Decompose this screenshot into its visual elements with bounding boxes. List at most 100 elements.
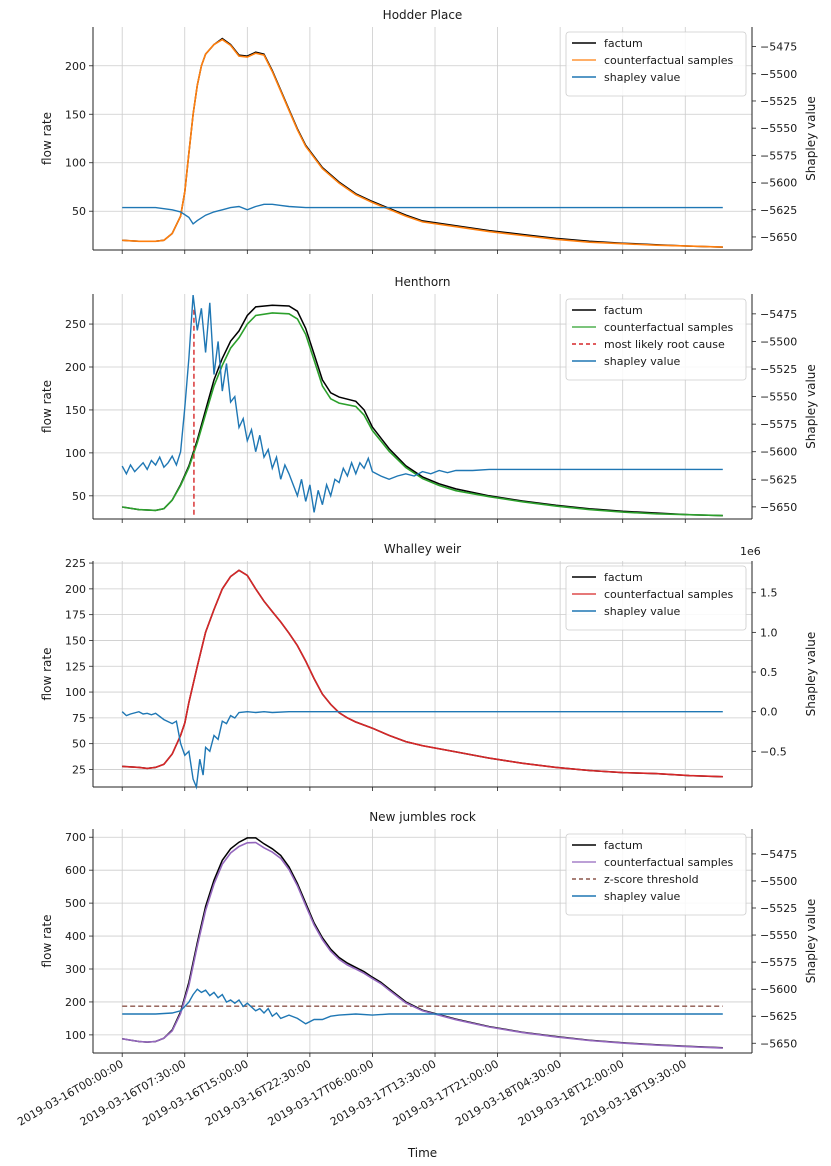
x-tick-label: 2019-03-18T12:00:00 (516, 1057, 626, 1128)
y2-tick-label: −5600 (760, 983, 797, 996)
y-axis-label: flow rate (40, 112, 54, 165)
legend-label: shapley value (604, 71, 681, 84)
x-tick-label: 2019-03-17T21:00:00 (391, 1057, 501, 1128)
y-tick-label: 300 (65, 963, 86, 976)
legend: factum counterfactual samples most likely … (565, 298, 747, 381)
chart-panel-4: New jumbles rock 100 200 300 400 500 600 700 flo… (40, 810, 818, 1057)
y-tick-label: 50 (72, 738, 86, 751)
counterfactual-series (122, 569, 723, 778)
legend-box (565, 565, 747, 631)
shapley-series (122, 203, 723, 225)
legend: factum counterfactual samples shapley valu… (565, 565, 747, 631)
x-tick-label: 2019-03-16T22:30:00 (203, 1057, 313, 1128)
y2-tick-label: −5600 (760, 446, 797, 459)
legend-label: factum (604, 571, 643, 584)
legend-label: z-score threshold (604, 873, 699, 886)
y2-tick-label: −5525 (760, 95, 797, 108)
legend-label: counterfactual samples (604, 321, 734, 334)
y2-tick-label: −5500 (760, 68, 797, 81)
legend-label: most likely root cause (604, 338, 725, 351)
x-tick-label: 2019-03-16T15:00:00 (140, 1057, 250, 1128)
y-tick-label: 200 (65, 996, 86, 1009)
y2-tick-label: −5625 (760, 204, 797, 217)
shapley-series (122, 988, 723, 1025)
chart-title: Whalley weir (384, 542, 461, 556)
legend: factum counterfactual samples shapley valu… (565, 31, 747, 97)
y2-tick-label: 0.5 (760, 666, 778, 679)
y-tick-label: 75 (72, 712, 86, 725)
y2-offset-label: 1e6 (740, 545, 761, 558)
y-tick-label: 100 (65, 1029, 86, 1042)
y-tick-label: 700 (65, 831, 86, 844)
x-tick-label: 2019-03-18T19:30:00 (578, 1057, 688, 1128)
x-axis-label: Time (407, 1146, 437, 1160)
y2-axis-label: Shapley value (804, 899, 818, 984)
legend-label: counterfactual samples (604, 54, 734, 67)
shapley-series (121, 710, 723, 790)
chart-title: Hodder Place (383, 8, 463, 22)
y-axis-label: flow rate (40, 648, 54, 701)
y-axis-label: flow rate (40, 380, 54, 433)
y-tick-label: 150 (65, 108, 86, 121)
x-tick-label: 2019-03-18T04:30:00 (453, 1057, 563, 1128)
y-tick-label: 200 (65, 60, 86, 73)
y2-tick-label: −5575 (760, 149, 797, 162)
y2-tick-label: −5475 (760, 848, 797, 861)
y-tick-label: 150 (65, 404, 86, 417)
legend-box (565, 298, 747, 381)
y-tick-label: 175 (65, 609, 86, 622)
y-tick-label: 200 (65, 361, 86, 374)
x-tick-label: 2019-03-17T06:00:00 (265, 1057, 375, 1128)
legend-label: shapley value (604, 605, 681, 618)
y-tick-label: 100 (65, 686, 86, 699)
shapley-series (121, 295, 723, 513)
y2-tick-label: −5550 (760, 122, 797, 135)
y2-tick-label: 0.0 (760, 706, 778, 719)
legend-label: shapley value (604, 890, 681, 903)
y-tick-label: 25 (72, 763, 86, 776)
chart-panel-1: Hodder Place 50 100 150 200 flow rate −5650 −56… (40, 8, 818, 254)
legend-label: counterfactual samples (604, 856, 734, 869)
y2-tick-label: −5525 (760, 902, 797, 915)
y-tick-label: 150 (65, 634, 86, 647)
y-axis-label: flow rate (40, 915, 54, 968)
y-tick-label: 125 (65, 660, 86, 673)
legend-label: factum (604, 304, 643, 317)
counterfactual-series (122, 312, 723, 517)
y2-tick-label: −5650 (760, 231, 797, 244)
y-tick-label: 250 (65, 318, 86, 331)
legend-label: factum (604, 839, 643, 852)
y-tick-label: 600 (65, 864, 86, 877)
chart-title: New jumbles rock (369, 810, 476, 824)
y2-axis-label: Shapley value (804, 632, 818, 717)
y2-tick-label: −5600 (760, 177, 797, 190)
y2-tick-label: −5475 (760, 308, 797, 321)
y-tick-label: 400 (65, 930, 86, 943)
y2-tick-label: 1.5 (760, 587, 778, 600)
y-tick-label: 50 (72, 490, 86, 503)
y2-tick-label: −5625 (760, 473, 797, 486)
y-tick-label: 100 (65, 447, 86, 460)
y-tick-label: 200 (65, 583, 86, 596)
y-tick-label: 100 (65, 157, 86, 170)
legend-label: factum (604, 37, 643, 50)
y2-tick-label: −5550 (760, 391, 797, 404)
y-tick-label: 500 (65, 897, 86, 910)
y2-tick-label: −5575 (760, 418, 797, 431)
legend-box (565, 833, 747, 916)
y2-tick-label: −5650 (760, 501, 797, 514)
counterfactual-series (122, 38, 723, 248)
y2-tick-label: −0.5 (760, 745, 787, 758)
counterfactual-series (122, 841, 723, 1049)
chart-panel-2: Henthorn 50 100 150 200 250 flow rate −5650 −562… (40, 275, 818, 523)
legend-label: shapley value (604, 355, 681, 368)
y2-axis-label: Shapley value (804, 364, 818, 449)
y2-tick-label: −5475 (760, 41, 797, 54)
legend-box (565, 31, 747, 97)
y2-tick-label: −5625 (760, 1010, 797, 1023)
y2-axis-label: Shapley value (804, 96, 818, 181)
y-tick-label: 225 (65, 557, 86, 570)
y2-tick-label: 1.0 (760, 626, 778, 639)
x-tick-label: 2019-03-17T13:30:00 (328, 1057, 438, 1128)
